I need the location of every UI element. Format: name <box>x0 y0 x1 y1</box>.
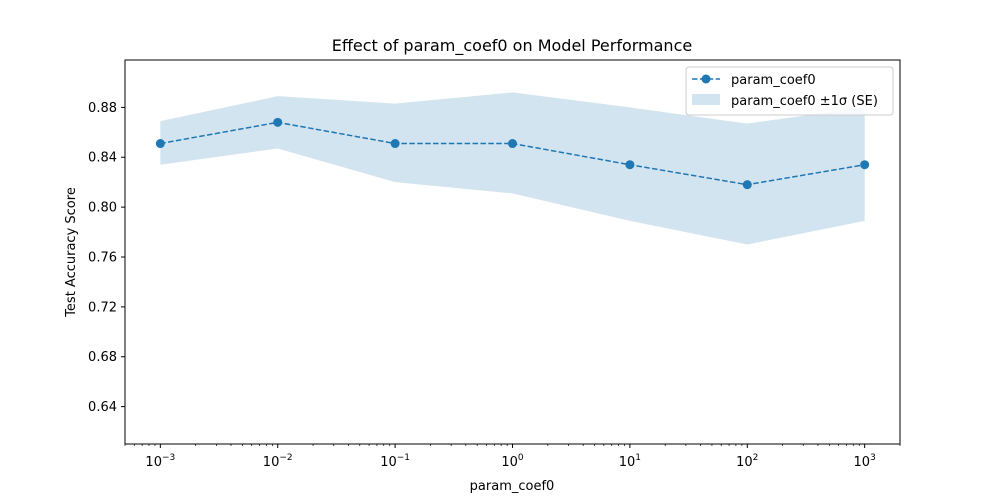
data-point <box>273 117 283 127</box>
x-tick-label: 10−3 <box>145 453 175 470</box>
y-tick-label: 0.68 <box>88 350 117 365</box>
data-point <box>155 139 165 149</box>
x-tick-label: 10−1 <box>380 453 410 470</box>
x-axis: 10−3 10−2 10−1 100 101 102 103 <box>124 444 901 470</box>
y-axis: 0.64 0.68 0.72 0.76 0.80 0.84 0.88 <box>88 101 125 415</box>
legend-frame <box>685 66 894 116</box>
x-tick-label: 101 <box>619 453 641 470</box>
y-axis-title: Test Accuracy Score <box>64 187 79 318</box>
data-point <box>508 139 517 149</box>
x-tick-label: 100 <box>501 453 524 470</box>
confidence-band <box>160 92 865 245</box>
legend-label-band: param_coef0 ±1σ (SE) <box>731 94 878 109</box>
data-point <box>742 180 752 190</box>
chart-title: Effect of param_coef0 on Model Performan… <box>332 36 692 56</box>
x-tick-label: 103 <box>854 453 876 470</box>
y-tick-label: 0.80 <box>88 201 117 216</box>
legend-band-swatch <box>692 94 720 105</box>
plot-area <box>155 92 870 245</box>
legend: param_coef0 param_coef0 ±1σ (SE) <box>685 66 894 116</box>
data-point <box>390 139 400 149</box>
data-point <box>860 160 870 170</box>
y-tick-label: 0.84 <box>88 151 117 166</box>
legend-label-series: param_coef0 <box>731 73 816 88</box>
y-tick-label: 0.72 <box>88 300 117 315</box>
y-tick-label: 0.76 <box>88 250 117 265</box>
y-tick-label: 0.64 <box>88 400 117 415</box>
legend-marker-swatch <box>701 74 711 84</box>
x-tick-label: 10−2 <box>263 453 293 470</box>
y-tick-label: 0.88 <box>88 101 117 116</box>
data-point <box>625 160 635 170</box>
x-axis-title: param_coef0 <box>470 479 555 494</box>
x-tick-label: 102 <box>736 453 758 470</box>
